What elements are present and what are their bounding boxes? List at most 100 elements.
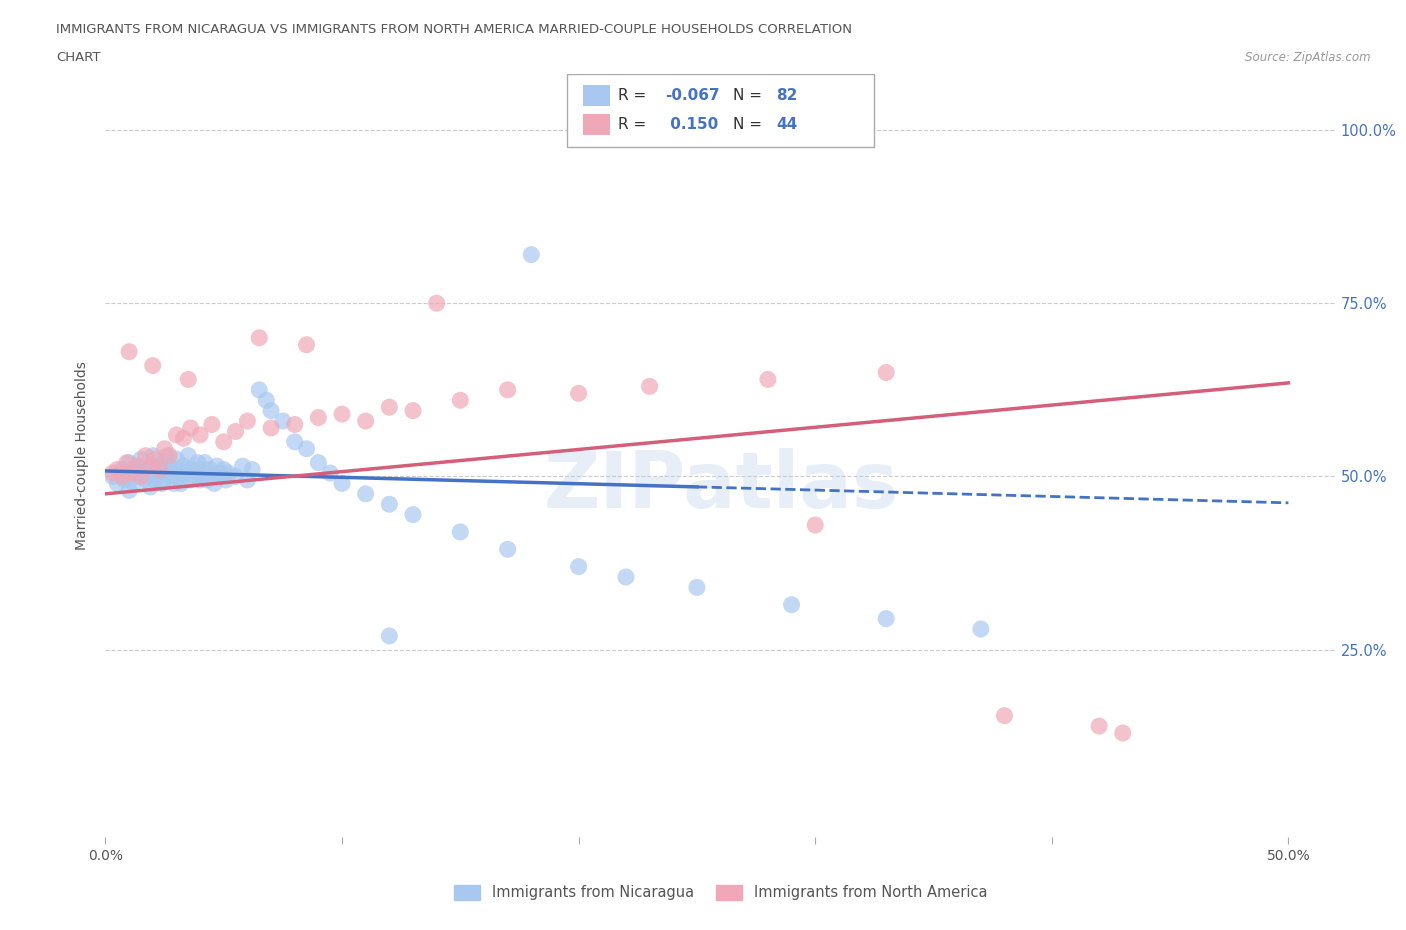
Text: 44: 44 xyxy=(776,117,797,132)
Point xyxy=(111,462,134,477)
Point xyxy=(165,452,187,467)
Point xyxy=(111,469,134,484)
Point xyxy=(170,476,193,491)
Point xyxy=(163,476,186,491)
Point xyxy=(271,414,294,429)
Point xyxy=(330,476,353,491)
Point xyxy=(180,420,202,435)
Point xyxy=(157,448,180,463)
Point xyxy=(136,469,159,484)
FancyBboxPatch shape xyxy=(567,74,875,147)
Point xyxy=(135,448,157,463)
Point xyxy=(174,466,197,481)
Point xyxy=(247,382,270,397)
Point xyxy=(177,372,200,387)
Point xyxy=(146,466,169,481)
Point xyxy=(150,476,173,491)
Point xyxy=(188,472,211,487)
Point xyxy=(165,462,187,477)
Point xyxy=(181,462,204,477)
Point xyxy=(135,472,157,487)
Point xyxy=(402,507,425,522)
Point xyxy=(105,476,128,491)
Point xyxy=(236,472,259,487)
Point xyxy=(212,462,235,477)
Point xyxy=(201,469,224,484)
Point xyxy=(236,414,259,429)
Point xyxy=(143,452,166,467)
Text: R =: R = xyxy=(619,117,647,132)
Point xyxy=(402,404,425,418)
Point xyxy=(142,462,165,477)
Point xyxy=(177,462,200,477)
Text: N =: N = xyxy=(733,117,762,132)
Point xyxy=(129,469,152,484)
Point xyxy=(115,466,138,481)
Point xyxy=(686,580,709,595)
Point xyxy=(132,462,155,477)
Point xyxy=(122,476,145,491)
Point xyxy=(378,400,401,415)
Text: 82: 82 xyxy=(776,88,797,103)
Point xyxy=(173,458,195,473)
Point xyxy=(496,382,519,397)
Point xyxy=(157,458,180,473)
Point xyxy=(215,472,238,487)
Point xyxy=(153,462,176,477)
Point xyxy=(225,469,247,484)
Legend: Immigrants from Nicaragua, Immigrants from North America: Immigrants from Nicaragua, Immigrants fr… xyxy=(449,879,993,906)
Point xyxy=(202,476,225,491)
Point xyxy=(149,458,172,473)
Point xyxy=(496,542,519,557)
Point xyxy=(208,466,231,481)
Point xyxy=(284,417,307,432)
Point xyxy=(118,483,141,498)
Point xyxy=(240,462,263,477)
Point xyxy=(307,410,329,425)
Point xyxy=(187,455,209,470)
Point xyxy=(128,458,150,473)
Point xyxy=(449,392,471,407)
Point xyxy=(118,344,141,359)
Point xyxy=(115,455,138,470)
Point xyxy=(105,462,128,477)
Point xyxy=(354,414,377,429)
Point xyxy=(188,462,211,477)
Point xyxy=(188,428,211,443)
Point xyxy=(254,392,277,407)
Point xyxy=(638,379,661,393)
Point xyxy=(173,431,195,445)
Point xyxy=(295,338,318,352)
Point xyxy=(568,386,591,401)
Point xyxy=(129,466,152,481)
Point xyxy=(993,709,1015,724)
Point xyxy=(101,466,124,481)
Point xyxy=(970,621,993,636)
Point xyxy=(139,480,162,495)
Point xyxy=(118,469,141,484)
Point xyxy=(121,466,143,481)
Point xyxy=(212,434,235,449)
Point xyxy=(875,365,897,380)
Point xyxy=(177,448,200,463)
Point xyxy=(142,448,165,463)
Point xyxy=(112,472,135,487)
Point xyxy=(284,434,307,449)
Text: -0.067: -0.067 xyxy=(665,88,720,103)
Point xyxy=(118,455,141,470)
Point xyxy=(378,629,401,644)
Point xyxy=(191,469,214,484)
Point xyxy=(354,486,377,501)
Point xyxy=(804,518,827,533)
Point xyxy=(184,469,207,484)
Point xyxy=(568,559,591,574)
Point xyxy=(614,569,637,584)
Point xyxy=(756,372,779,387)
Point xyxy=(180,472,202,487)
Point xyxy=(520,247,543,262)
Text: CHART: CHART xyxy=(56,51,101,64)
Point xyxy=(101,469,124,484)
FancyBboxPatch shape xyxy=(583,85,610,106)
Point xyxy=(142,358,165,373)
Text: R =: R = xyxy=(619,88,647,103)
